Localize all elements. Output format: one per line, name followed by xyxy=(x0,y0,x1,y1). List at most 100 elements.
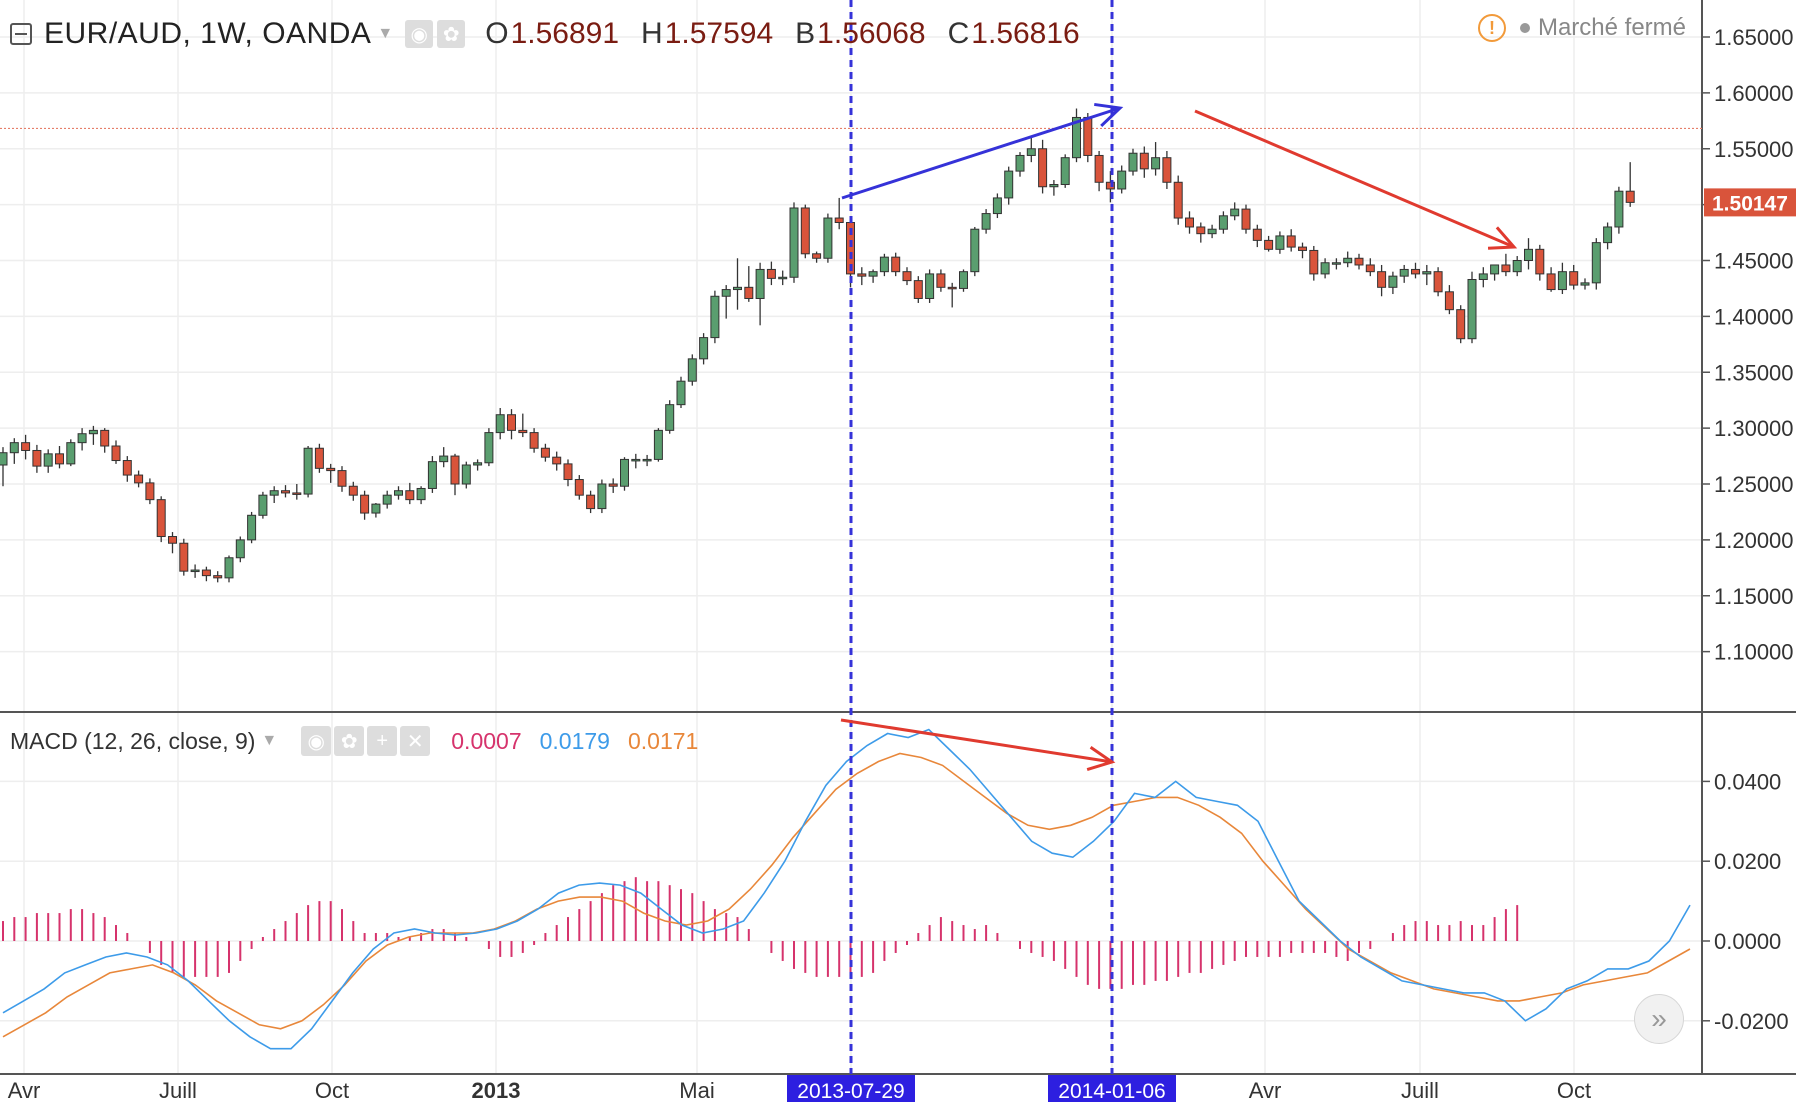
candle-body xyxy=(292,492,302,495)
candle xyxy=(247,511,257,544)
candle xyxy=(21,434,31,460)
candle-body xyxy=(1105,181,1115,190)
macd-tick-label: -0.0200 xyxy=(1714,1009,1789,1034)
macd-line-value: 0.0179 xyxy=(539,727,610,754)
macd-axis[interactable]: 0.0400 0.0200 0.0000 -0.0200 xyxy=(1702,769,1789,1034)
candle xyxy=(823,213,833,263)
collapse-icon[interactable] xyxy=(10,23,32,45)
time-tick-label: Juill xyxy=(159,1078,197,1102)
market-status[interactable]: ! Marché fermé xyxy=(1477,14,1686,42)
candle-body xyxy=(1444,291,1454,311)
candle xyxy=(1264,235,1274,252)
candle xyxy=(755,262,765,326)
candle-body xyxy=(1377,271,1387,288)
candle xyxy=(642,454,652,467)
candle xyxy=(913,276,923,303)
candle-body xyxy=(1185,217,1194,228)
candle xyxy=(1286,229,1296,252)
candle xyxy=(9,438,19,464)
candle-body xyxy=(32,449,42,467)
candle xyxy=(77,428,87,451)
candle xyxy=(1388,271,1398,295)
status-dot xyxy=(1519,23,1530,33)
candle-body xyxy=(450,455,460,485)
candle xyxy=(981,209,991,234)
candle-body xyxy=(88,429,98,435)
candle-body xyxy=(269,490,279,496)
close-icon[interactable]: ✕ xyxy=(400,726,431,756)
eye-icon[interactable]: ◉ xyxy=(301,726,332,756)
macd-histogram xyxy=(2,877,1519,989)
candle-body xyxy=(337,470,347,487)
candle xyxy=(281,485,290,498)
candle-body xyxy=(427,461,437,489)
candle-body xyxy=(495,414,505,434)
candle-body xyxy=(1625,190,1635,203)
candle-body xyxy=(1049,184,1059,188)
scroll-to-realtime-button[interactable]: » xyxy=(1634,994,1684,1044)
chevron-down-icon[interactable]: ▼ xyxy=(261,732,278,749)
candle-body xyxy=(360,494,370,514)
warning-icon[interactable]: ! xyxy=(1477,14,1506,42)
candle xyxy=(1320,258,1330,279)
candle-body xyxy=(1331,262,1341,265)
candle-body xyxy=(755,268,765,299)
time-tick-label: Oct xyxy=(1557,1078,1591,1102)
candle xyxy=(879,253,889,277)
candle-body xyxy=(1524,248,1533,261)
candle xyxy=(620,457,629,491)
candle-body xyxy=(1004,170,1014,199)
candle xyxy=(1422,264,1432,286)
candle xyxy=(676,376,686,409)
candle xyxy=(1196,222,1206,243)
candle xyxy=(1580,278,1590,290)
plus-icon[interactable]: + xyxy=(367,726,398,756)
candle xyxy=(1456,305,1466,344)
price-down-arrow xyxy=(1194,109,1518,250)
candle xyxy=(959,269,968,292)
candle xyxy=(1173,175,1183,225)
arrow-head xyxy=(1094,102,1124,128)
candle-body xyxy=(1388,275,1398,288)
candle-body xyxy=(111,445,121,462)
candle-body xyxy=(21,442,31,451)
macd-title[interactable]: MACD (12, 26, close, 9) xyxy=(10,727,256,754)
candle xyxy=(473,459,483,471)
candle xyxy=(902,267,912,286)
candle xyxy=(43,449,53,473)
candle-body xyxy=(326,467,336,472)
candle-body xyxy=(394,490,403,496)
candle-body xyxy=(1603,226,1613,244)
candle xyxy=(1614,186,1624,234)
drawing-overlays[interactable] xyxy=(840,0,1518,1074)
price-tick-label: 1.55000 xyxy=(1714,137,1794,162)
chevron-down-icon[interactable]: ▼ xyxy=(377,25,394,42)
price-up-arrow xyxy=(841,102,1124,200)
candle xyxy=(1004,166,1014,205)
candle xyxy=(1591,238,1601,290)
candle-body xyxy=(77,433,87,444)
candle-body xyxy=(1467,278,1477,340)
candle-body xyxy=(879,256,889,273)
candle-body xyxy=(190,569,200,573)
gear-icon[interactable]: ✿ xyxy=(437,20,466,48)
candle xyxy=(1535,244,1545,281)
candle xyxy=(936,269,946,292)
candle-body xyxy=(733,286,742,291)
candle-body xyxy=(608,483,618,487)
candle xyxy=(337,466,347,492)
candle xyxy=(1298,242,1307,259)
candle-body xyxy=(1557,271,1567,291)
eye-icon[interactable]: ◉ xyxy=(405,20,434,48)
price-axis[interactable]: 1.650001.600001.550001.500001.450001.400… xyxy=(1702,25,1796,665)
gear-icon[interactable]: ✿ xyxy=(334,726,365,756)
time-axis[interactable]: Avr Juill Oct 2013 Mai Avr Juill Oct xyxy=(8,1078,1591,1103)
candle xyxy=(733,258,742,310)
symbol-title[interactable]: EUR/AUD, 1W, OANDA xyxy=(44,17,372,50)
price-tick-label: 1.45000 xyxy=(1714,249,1794,274)
candle-body xyxy=(156,499,166,538)
time-tick-label: Mai xyxy=(679,1078,714,1102)
arrow-head xyxy=(1086,746,1116,772)
